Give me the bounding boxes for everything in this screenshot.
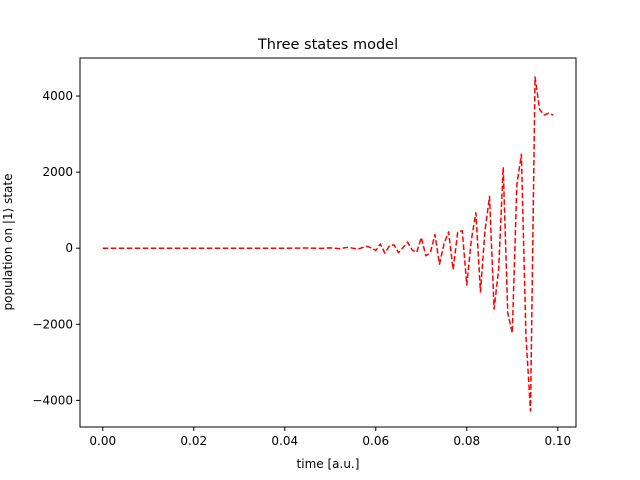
y-tick-label: 4000	[42, 89, 73, 103]
y-tick-label: 0	[65, 241, 73, 255]
plot-area	[80, 58, 576, 427]
y-axis-label: population on |1⟩ state	[1, 173, 15, 310]
x-tick-label: 0.06	[362, 434, 389, 448]
x-axis-label: time [a.u.]	[297, 457, 360, 471]
chart-title: Three states model	[257, 37, 398, 53]
y-tick-label: 2000	[42, 165, 73, 179]
y-tick-label: −4000	[32, 393, 73, 407]
x-tick-label: 0.08	[453, 434, 480, 448]
x-tick-label: 0.10	[544, 434, 571, 448]
plot-frame	[79, 57, 577, 428]
x-tick-label: 0.04	[271, 434, 298, 448]
x-tick-label: 0.00	[89, 434, 116, 448]
y-tick-label: −2000	[32, 317, 73, 331]
x-tick-label: 0.02	[180, 434, 207, 448]
series-line	[102, 76, 554, 412]
